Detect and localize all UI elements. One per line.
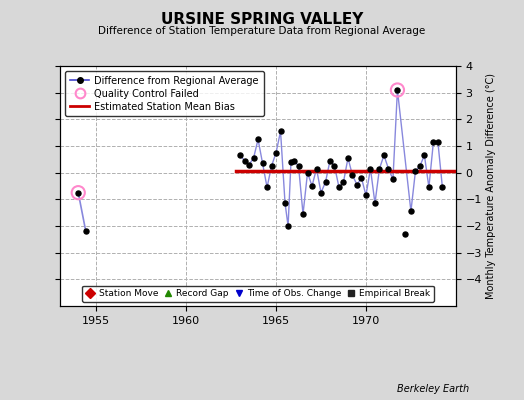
Point: [411, 168, 420, 174]
Point: [380, 152, 388, 158]
Point: [236, 152, 244, 158]
Point: [438, 184, 446, 190]
Point: [254, 136, 263, 142]
Point: [357, 175, 366, 181]
Point: [245, 162, 253, 168]
Point: [258, 160, 267, 166]
Point: [362, 192, 370, 198]
Point: [353, 182, 361, 188]
Point: [393, 87, 401, 93]
Point: [267, 163, 276, 169]
Point: [330, 163, 339, 169]
Point: [416, 163, 424, 169]
Point: [326, 158, 334, 164]
Point: [317, 190, 325, 196]
Point: [384, 166, 392, 172]
Point: [281, 200, 289, 206]
Point: [294, 163, 303, 169]
Point: [312, 166, 321, 172]
Point: [344, 155, 352, 161]
Point: [74, 190, 82, 196]
Legend: Station Move, Record Gap, Time of Obs. Change, Empirical Break: Station Move, Record Gap, Time of Obs. C…: [82, 286, 434, 302]
Point: [249, 155, 258, 161]
Point: [371, 200, 379, 206]
Point: [389, 176, 397, 182]
Text: Difference of Station Temperature Data from Regional Average: Difference of Station Temperature Data f…: [99, 26, 425, 36]
Point: [348, 172, 357, 178]
Point: [290, 158, 298, 164]
Text: URSINE SPRING VALLEY: URSINE SPRING VALLEY: [161, 12, 363, 27]
Point: [308, 183, 316, 189]
Point: [375, 166, 384, 172]
Point: [241, 158, 249, 164]
Point: [366, 166, 375, 172]
Text: Berkeley Earth: Berkeley Earth: [397, 384, 469, 394]
Point: [321, 179, 330, 185]
Point: [263, 184, 271, 190]
Point: [340, 179, 348, 185]
Point: [393, 87, 401, 93]
Point: [74, 190, 82, 196]
Point: [335, 184, 343, 190]
Point: [287, 159, 295, 165]
Point: [303, 170, 312, 176]
Point: [276, 128, 285, 134]
Point: [299, 211, 307, 217]
Point: [407, 208, 415, 214]
Point: [272, 150, 280, 156]
Point: [284, 223, 292, 229]
Point: [434, 139, 442, 145]
Point: [420, 152, 429, 158]
Point: [425, 184, 433, 190]
Point: [429, 139, 438, 145]
Point: [401, 231, 409, 237]
Y-axis label: Monthly Temperature Anomaly Difference (°C): Monthly Temperature Anomaly Difference (…: [486, 73, 496, 299]
Point: [82, 228, 90, 234]
